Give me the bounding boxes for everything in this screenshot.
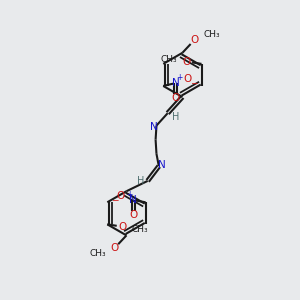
Text: N: N [150,122,158,132]
Text: +: + [177,73,183,82]
Text: O: O [190,35,199,45]
Text: O: O [129,210,137,220]
Text: O: O [184,74,192,85]
Text: O: O [183,56,191,67]
Text: N: N [129,195,137,205]
Text: CH₃: CH₃ [131,225,148,234]
Text: N: N [158,160,166,170]
Text: H: H [136,176,144,186]
Text: +: + [126,190,132,199]
Text: H: H [172,112,180,122]
Text: O: O [118,222,126,232]
Text: −: − [190,79,198,88]
Text: O: O [117,191,125,201]
Text: O: O [110,243,118,253]
Text: CH₃: CH₃ [203,30,220,39]
Text: N: N [172,78,179,88]
Text: CH₃: CH₃ [161,55,177,64]
Text: O: O [172,93,180,103]
Text: CH₃: CH₃ [89,249,106,258]
Text: −: − [111,195,119,204]
